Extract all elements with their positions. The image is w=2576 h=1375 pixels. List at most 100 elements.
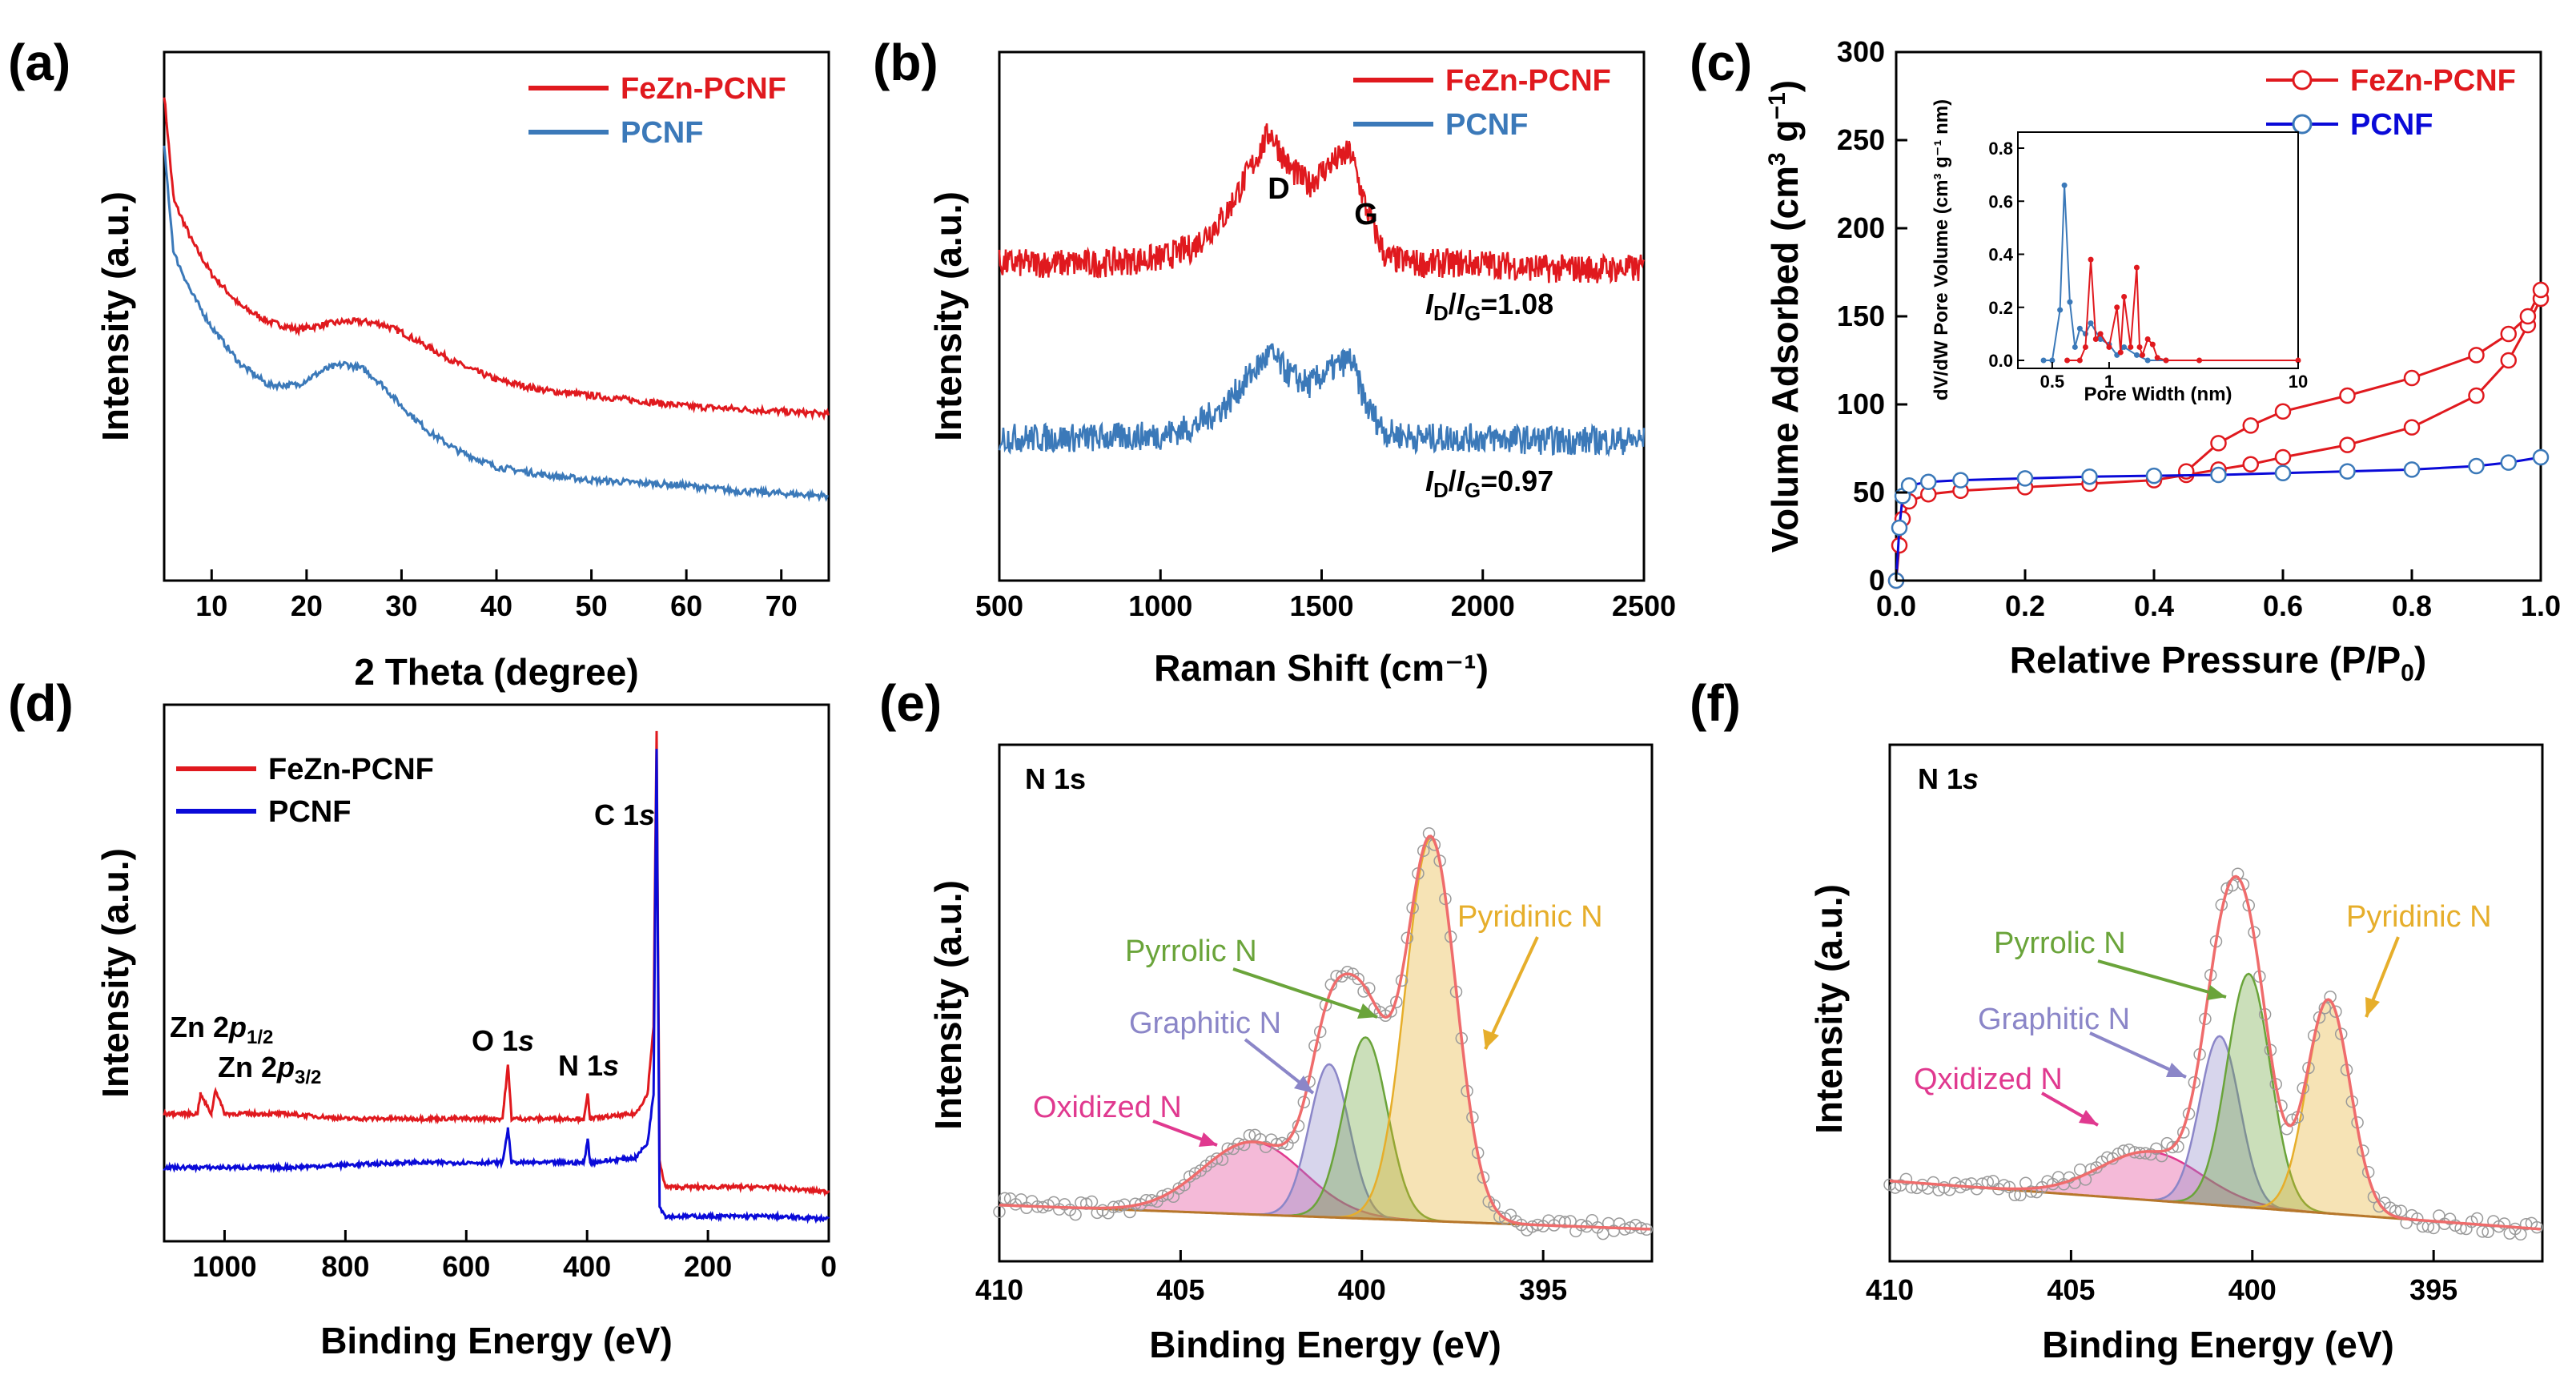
- isotherm-point: [2468, 457, 2485, 475]
- inset-ticks: 0.5 1 10 0.0 0.2 0.4 0.6 0.8: [1988, 139, 2308, 392]
- panel-label-c: (c): [1690, 34, 1752, 91]
- arrowhead-pyridinic-f: [2365, 997, 2380, 1017]
- inset-point: [2067, 299, 2073, 305]
- y-c-tick-label: 50: [1853, 476, 1885, 509]
- data-lines-a: [163, 97, 830, 503]
- series-line-fezn-pcnf: [163, 97, 830, 421]
- raw-data-point: [1422, 827, 1436, 840]
- inset-point: [2144, 357, 2151, 364]
- panel-e-n1s-fezn: (e) 410 405 400 395 N 1s Binding Energy (eV…: [879, 674, 1654, 1365]
- inset-point: [2076, 357, 2083, 364]
- legend-label-fezn-b: FeZn-PCNF: [1445, 64, 1611, 98]
- x-axis-title-a: 2 Theta (degree): [354, 651, 638, 693]
- inset-y-tick-label: 0.6: [1988, 191, 2013, 211]
- x-a-tick-label: 60: [670, 589, 702, 622]
- inset-point: [2072, 344, 2078, 350]
- x-d-tick-label: 400: [563, 1250, 611, 1283]
- inset-point: [2140, 352, 2146, 358]
- y-axis-title-f: Intensity (a.u.): [1808, 884, 1850, 1134]
- label-pyrrolic-e: Pyrrolic N: [1125, 935, 1257, 968]
- inset-frame: [2017, 131, 2299, 369]
- y-c-tick-label: 0: [1869, 564, 1885, 597]
- inset-point: [2106, 344, 2112, 350]
- raw-data-point: [1352, 972, 1364, 986]
- x-a-tick-label: 50: [576, 589, 608, 622]
- inset-point: [2121, 294, 2128, 300]
- legend-label-pcnf-c: PCNF: [2350, 108, 2433, 142]
- x-axis-title-f: Binding Energy (eV): [2042, 1324, 2394, 1365]
- survey-line-fezn-pcnf: [163, 730, 830, 1197]
- inset-point: [2061, 182, 2068, 188]
- raw-data-point: [1488, 1199, 1501, 1212]
- anno-zn-2p12: Zn 2p1/2: [170, 1011, 273, 1048]
- isotherm-point: [2210, 466, 2227, 484]
- inset-data-lines: [2040, 182, 2301, 364]
- y-axis-title-b: Intensity (a.u.): [927, 191, 969, 441]
- y-axis-title-e: Intensity (a.u.): [927, 880, 969, 1130]
- inset-point: [2121, 344, 2128, 350]
- series-line-pcnf: [163, 145, 829, 503]
- inset-point: [2117, 349, 2124, 356]
- raw-data-point: [1558, 1216, 1572, 1228]
- survey-line-pcnf: [163, 749, 830, 1224]
- x-ticks-a: 10 20 30 40 50 60 70: [195, 569, 798, 622]
- y-axis-title-d: Intensity (a.u.): [94, 848, 136, 1098]
- x-b-tick-label: 1000: [1128, 589, 1192, 622]
- y-axis-title-c: Volume Adsorbed (cm3 g−1): [1764, 80, 1806, 553]
- inset-x-tick-label: 1: [2104, 372, 2114, 392]
- inset-point: [2295, 357, 2301, 364]
- inset-point: [2082, 344, 2088, 350]
- title-n1s-e: N 1s: [1025, 762, 1086, 795]
- series-line-pcnf: [998, 343, 1646, 458]
- arrowhead-pyrrolic-e: [1357, 1003, 1377, 1019]
- raw-data-point: [1997, 1179, 2011, 1192]
- anno-c1s: C 1s: [594, 798, 655, 831]
- inset-point: [2149, 341, 2156, 348]
- inset-point: [2128, 344, 2134, 350]
- raw-data-point: [1221, 1142, 1234, 1155]
- isotherm-point: [2274, 448, 2292, 466]
- x-tick-label: 395: [2409, 1273, 2457, 1306]
- inset-y-tick-label: 0.4: [1988, 245, 2013, 265]
- x-tick-label: 410: [1866, 1273, 1914, 1306]
- raw-data-point: [2166, 1140, 2179, 1154]
- label-graphitic-f: Graphitic N: [1978, 1003, 2130, 1036]
- label-oxidized-f: Qxidized N: [1914, 1063, 2063, 1096]
- panel-label-f: (f): [1690, 674, 1741, 732]
- isotherm-point: [2403, 369, 2421, 387]
- isotherm-point: [2274, 464, 2292, 482]
- panel-label-d: (d): [8, 674, 74, 732]
- x-ticks-e: 410 405 400 395: [975, 1250, 1567, 1306]
- raw-data-point: [1959, 1178, 1972, 1191]
- isotherm-point: [2500, 454, 2517, 471]
- x-ticks-d: 1000 800 600 400 200 0: [192, 1230, 837, 1283]
- isotherm-point: [1900, 476, 1918, 494]
- raw-data-point: [2019, 1176, 2032, 1190]
- x-c-tick-label: 0.2: [2005, 589, 2045, 622]
- inset-point: [2144, 336, 2151, 342]
- x-tick-label: 410: [975, 1273, 1023, 1306]
- x-a-tick-label: 40: [480, 589, 512, 622]
- inset-point: [2064, 357, 2071, 364]
- isotherm-point: [2016, 470, 2034, 487]
- inset-point: [2049, 357, 2056, 364]
- x-c-tick-label: 0.0: [1876, 589, 1916, 622]
- raw-data-point: [2024, 1185, 2038, 1198]
- isotherm-point: [2242, 456, 2259, 473]
- data-lines-b: [998, 123, 1646, 458]
- raw-data-point: [1276, 1136, 1288, 1150]
- raw-data-point: [1161, 1188, 1175, 1200]
- panel-label-b: (b): [873, 34, 938, 91]
- x-b-tick-label: 1500: [1289, 589, 1353, 622]
- inset-point: [2136, 344, 2143, 350]
- isotherm-point: [2468, 347, 2485, 364]
- raw-data-point: [1340, 965, 1354, 979]
- x-a-tick-label: 30: [385, 589, 417, 622]
- isotherm-point: [1891, 519, 1908, 537]
- envelope-fit-line: [999, 834, 1650, 1231]
- x-axis-title-e: Binding Energy (eV): [1149, 1324, 1501, 1365]
- arrowhead-pyridinic-e: [1483, 1029, 1499, 1049]
- plot-frame-e: [998, 743, 1654, 1263]
- panel-label-e: (e): [879, 674, 942, 732]
